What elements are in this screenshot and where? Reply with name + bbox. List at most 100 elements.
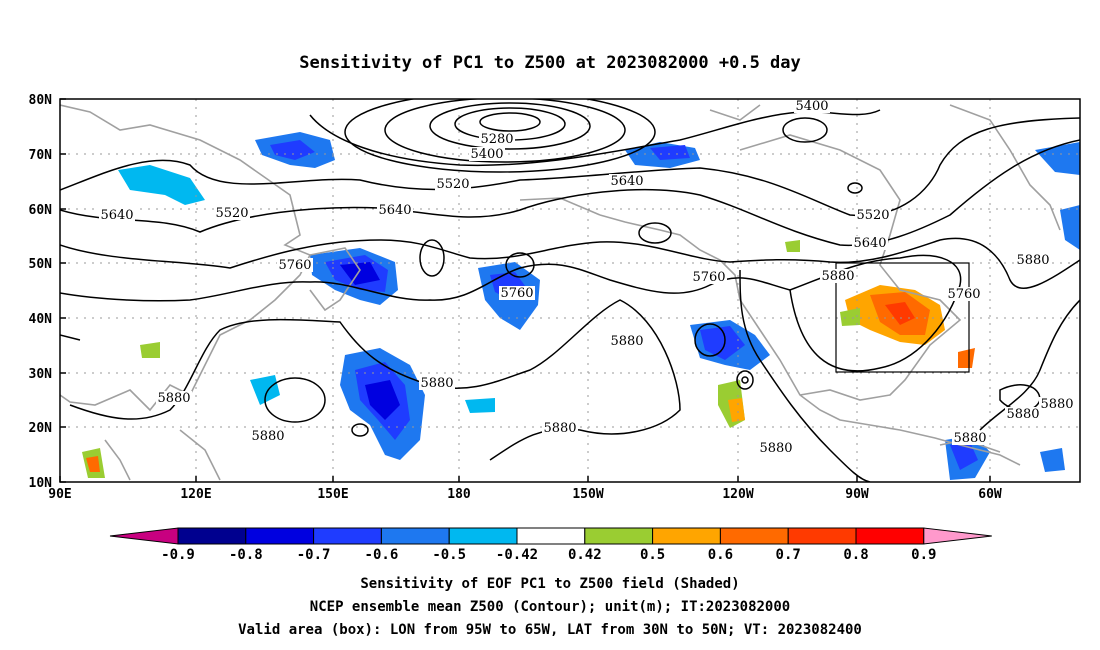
- contour-label-bg: [542, 421, 578, 435]
- colorbar-label: 0.42: [568, 547, 602, 563]
- contour-label-bg: [156, 391, 192, 405]
- contour-label: 5760: [500, 286, 533, 301]
- contour-label: 5520: [215, 206, 248, 221]
- colorbar-label: -0.7: [297, 547, 331, 563]
- colorbar-label: 0.8: [843, 547, 868, 563]
- contour-label-bg: [852, 236, 888, 250]
- contour-label-bg: [214, 206, 250, 220]
- z500-contours: [60, 99, 1080, 482]
- colorbar-label: -0.8: [229, 547, 263, 563]
- colorbar-label: -0.9: [161, 547, 195, 563]
- contour-label: 5880: [953, 431, 986, 446]
- contour-label-bg: [609, 174, 645, 188]
- lat-tick-label: 60N: [29, 203, 53, 218]
- contour-label: 5880: [420, 376, 453, 391]
- contour-label-bg: [1015, 253, 1051, 267]
- contour-label: 5880: [821, 269, 854, 284]
- colorbar-swatch: [313, 527, 382, 545]
- lon-tick-label: 180: [447, 487, 471, 502]
- contour-label-bg: [377, 203, 413, 217]
- negative-sensitivity-shading: [118, 132, 1080, 480]
- contour-label: 5400: [795, 99, 828, 114]
- valid-area-box: [835, 262, 970, 373]
- colorbar: -0.9 -0.8 -0.7 -0.6 -0.5 -0.42 0.42 0.5 0.6 0.7 0.…: [109, 527, 992, 563]
- colorbar-swatch: [719, 527, 789, 545]
- colorbar-swatch: [448, 527, 518, 545]
- contour-label-bg: [499, 286, 535, 300]
- lon-tick-label: 60W: [978, 487, 1002, 502]
- lat-tick-label: 20N: [29, 421, 53, 436]
- contour-label-bg: [277, 258, 313, 272]
- colorbar-label: 0.9: [911, 547, 936, 563]
- contour-label-bg: [469, 147, 505, 161]
- longitude-axis: 90E 120E 150E 180 150W 120W 90W 60W: [48, 476, 1002, 502]
- lon-tick-label: 90W: [845, 487, 869, 502]
- colorbar-swatch: [584, 527, 654, 545]
- contour-label: 5640: [100, 208, 133, 223]
- colorbar-swatch: [380, 527, 450, 545]
- contour-label-bg: [1039, 397, 1075, 411]
- contour-label: 5880: [610, 334, 643, 349]
- colorbar-swatch: [855, 527, 925, 545]
- contour-label: 5880: [759, 441, 792, 456]
- lat-tick-label: 70N: [29, 148, 53, 163]
- contour-label-bg: [99, 208, 135, 222]
- contour-label: 5880: [157, 391, 190, 406]
- contour-label: 5880: [1016, 253, 1049, 268]
- figure-title: Sensitivity of PC1 to Z500 at 2023082000…: [299, 53, 801, 73]
- contour-label-bg: [419, 376, 455, 390]
- lon-tick-label: 150E: [317, 487, 348, 502]
- contour-label-bg: [250, 429, 286, 443]
- colorbar-label: -0.42: [496, 547, 538, 563]
- contour-label-bg: [758, 441, 794, 455]
- colorbar-label: -0.6: [365, 547, 399, 563]
- lon-tick-label: 150W: [572, 487, 603, 502]
- colorbar-swatch: [245, 527, 315, 545]
- lat-tick-label: 30N: [29, 367, 53, 382]
- contour-label-bg: [435, 177, 471, 191]
- lat-tick-label: 50N: [29, 257, 53, 272]
- colorbar-label: 0.6: [708, 547, 733, 563]
- colorbar-label: 0.7: [776, 547, 801, 563]
- contour-label: 5880: [1040, 397, 1073, 412]
- lat-tick-label: 80N: [29, 93, 53, 108]
- contour-label: 5520: [436, 177, 469, 192]
- colorbar-label: -0.5: [432, 547, 466, 563]
- positive-sensitivity-shading: [82, 240, 975, 478]
- contour-label-bg: [479, 132, 515, 146]
- contour-label: 5640: [853, 236, 886, 251]
- caption-line-3: Valid area (box): LON from 95W to 65W, L…: [238, 622, 862, 638]
- colorbar-swatch: [516, 527, 586, 545]
- contour-label: 5880: [543, 421, 576, 436]
- contour-label: 5880: [1006, 407, 1039, 422]
- colorbar-high-extend: [923, 527, 992, 545]
- contour-label: 5520: [856, 208, 889, 223]
- colorbar-low-extend: [109, 527, 179, 545]
- lat-tick-label: 40N: [29, 312, 53, 327]
- contour-label-bg: [820, 269, 856, 283]
- colorbar-swatch: [177, 527, 247, 545]
- contour-label: 5640: [610, 174, 643, 189]
- contour-label: 5760: [692, 270, 725, 285]
- contour-label-bg: [609, 334, 645, 348]
- latitude-axis: 80N 70N 60N 50N 40N 30N 20N 10N: [29, 93, 66, 491]
- contour-label-bg: [952, 431, 988, 445]
- lon-tick-label: 120E: [180, 487, 211, 502]
- map-frame: [59, 98, 1081, 483]
- colorbar-label: 0.5: [640, 547, 665, 563]
- contour-label-bg: [855, 208, 891, 222]
- contour-label: 5400: [470, 147, 503, 162]
- contour-label: 5640: [378, 203, 411, 218]
- lon-tick-label: 120W: [722, 487, 753, 502]
- contour-label: 5760: [278, 258, 311, 273]
- contour-label-bg: [946, 287, 982, 301]
- contour-label-bg: [691, 270, 727, 284]
- lon-tick-label: 90E: [48, 487, 71, 502]
- caption-line-2: NCEP ensemble mean Z500 (Contour); unit(…: [310, 599, 790, 615]
- lat-tick-label: 10N: [29, 476, 53, 491]
- contour-label: 5280: [480, 132, 513, 147]
- contour-label-bg: [794, 99, 830, 113]
